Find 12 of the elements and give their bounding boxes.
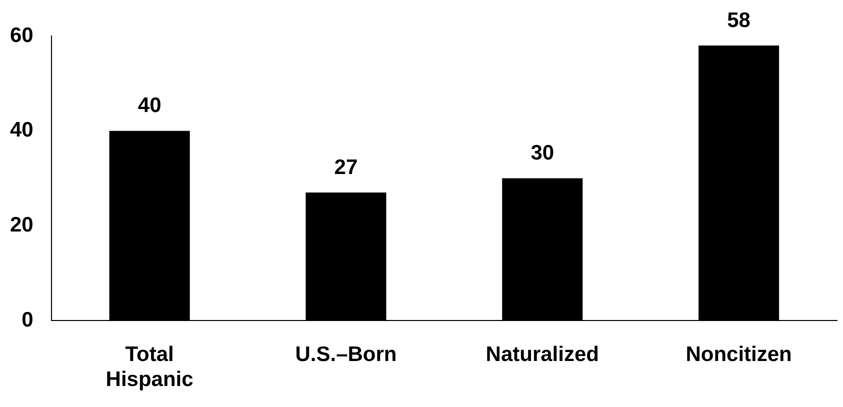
x-tick-label: Total Hispanic — [106, 342, 194, 392]
data-label: 27 — [334, 156, 358, 179]
y-tick-label: 0 — [22, 308, 34, 332]
y-tick-label: 20 — [10, 214, 34, 237]
data-label: 40 — [138, 94, 162, 118]
data-label: 58 — [727, 8, 751, 32]
y-tick-label: 40 — [10, 118, 34, 142]
x-tick-label: Noncitizen — [686, 342, 792, 366]
x-tick-label: U.S.–Born — [295, 342, 397, 366]
y-tick-label: 60 — [10, 24, 34, 47]
x-tick-label: Naturalized — [486, 342, 599, 366]
data-label: 30 — [530, 142, 554, 165]
